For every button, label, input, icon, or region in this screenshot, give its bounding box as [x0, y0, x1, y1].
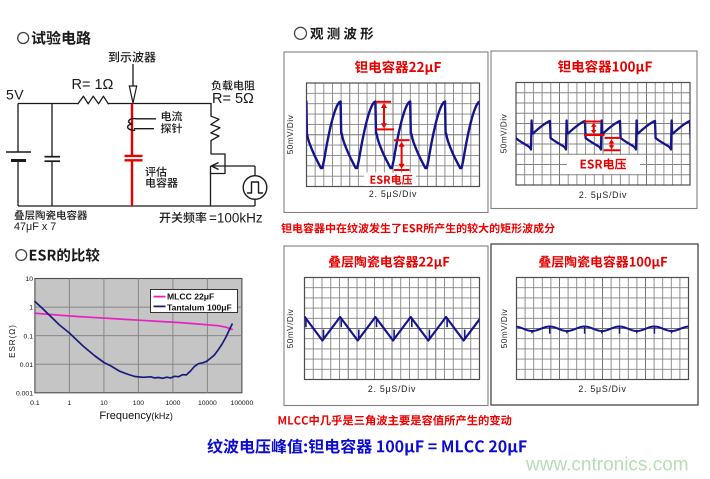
svg-text:Frequency(kHz): Frequency(kHz) — [99, 410, 172, 422]
svg-text:50mV/Div: 50mV/Div — [500, 113, 509, 153]
svg-text:1: 1 — [68, 400, 72, 407]
svg-text:2. 5μS/Div: 2. 5μS/Div — [579, 190, 627, 200]
svg-text:50mV/Div: 50mV/Div — [286, 114, 295, 154]
svg-text:10: 10 — [100, 400, 108, 407]
svg-text:5V: 5V — [6, 87, 24, 103]
svg-text:10000: 10000 — [198, 400, 217, 407]
svg-text:100000: 100000 — [231, 400, 254, 407]
svg-text:=100kHz: =100kHz — [209, 211, 263, 226]
svg-text:0.001: 0.001 — [16, 390, 33, 397]
svg-text:2. 5μS/Div: 2. 5μS/Div — [368, 384, 416, 394]
svg-text:100: 100 — [133, 400, 145, 407]
svg-text:47μF x 7: 47μF x 7 — [14, 221, 56, 233]
svg-text:0.1: 0.1 — [30, 400, 40, 407]
svg-text:Tantalum 100μF: Tantalum 100μF — [167, 303, 232, 313]
svg-text:www.cntronics.com: www.cntronics.com — [525, 455, 689, 476]
svg-text:1000: 1000 — [165, 400, 180, 407]
svg-text:50mV/Div: 50mV/Div — [500, 308, 509, 348]
svg-text:ESR(Ω): ESR(Ω) — [8, 324, 17, 358]
svg-text:50mV/Div: 50mV/Div — [286, 308, 295, 348]
svg-text:10: 10 — [25, 276, 33, 283]
svg-text:1: 1 — [29, 305, 33, 312]
svg-text:2. 5μS/Div: 2. 5μS/Div — [578, 384, 626, 394]
svg-text:R= 5Ω: R= 5Ω — [212, 91, 254, 107]
svg-text:R= 1Ω: R= 1Ω — [72, 77, 114, 93]
svg-text:0.01: 0.01 — [20, 362, 33, 369]
svg-text:0.1: 0.1 — [24, 333, 34, 340]
svg-text:2. 5μS/Div: 2. 5μS/Div — [369, 189, 417, 199]
svg-text:MLCC 22μF: MLCC 22μF — [167, 292, 214, 302]
